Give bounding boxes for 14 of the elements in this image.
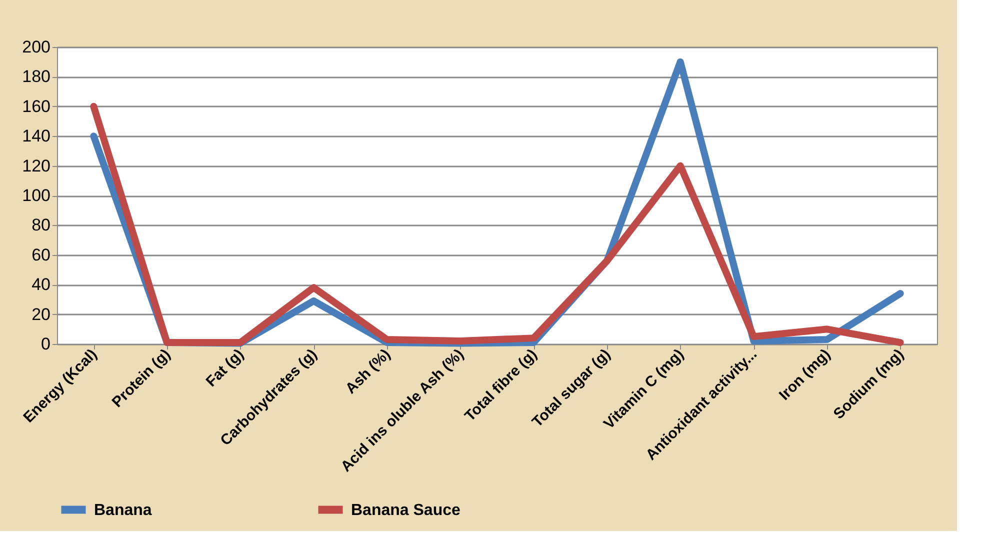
y-tick-label: 120 [22, 156, 50, 176]
legend-label: Banana Sauce [351, 502, 460, 519]
y-tick-label: 200 [22, 38, 50, 56]
legend-label: Banana [94, 502, 152, 519]
y-tick-label: 0 [41, 334, 50, 354]
y-tick-label: 80 [32, 216, 50, 235]
y-tick-label: 160 [22, 96, 50, 116]
y-tick-label: 180 [22, 67, 50, 86]
y-tick-label: 40 [32, 275, 50, 294]
x-tick-label: Ash (%) [342, 346, 394, 398]
y-tick-label: 100 [22, 186, 50, 205]
y-tick-label: 60 [32, 245, 50, 264]
y-tick-label: 140 [22, 126, 50, 146]
y-tick-label: 20 [32, 304, 50, 324]
